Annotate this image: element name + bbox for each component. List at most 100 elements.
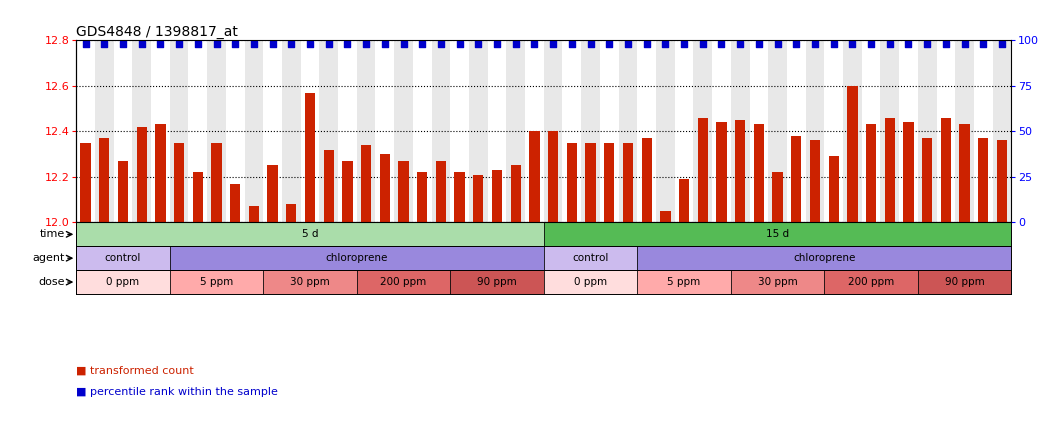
Bar: [731, 270, 824, 294]
Bar: [903, 122, 914, 222]
Bar: [156, 124, 165, 222]
Point: [900, 41, 917, 48]
Bar: [132, 40, 151, 222]
Bar: [80, 143, 91, 222]
Bar: [992, 40, 1011, 222]
Point: [751, 41, 768, 48]
Text: ■ percentile rank within the sample: ■ percentile rank within the sample: [76, 387, 279, 397]
Bar: [137, 127, 147, 222]
Point: [620, 41, 636, 48]
Bar: [398, 161, 409, 222]
Point: [807, 41, 824, 48]
Point: [526, 41, 543, 48]
Bar: [772, 172, 783, 222]
Bar: [506, 40, 525, 222]
Bar: [806, 40, 824, 222]
Bar: [169, 246, 544, 270]
Bar: [604, 143, 614, 222]
Point: [227, 41, 244, 48]
Bar: [698, 118, 707, 222]
Point: [451, 41, 468, 48]
Bar: [249, 206, 259, 222]
Point: [151, 41, 168, 48]
Bar: [320, 40, 338, 222]
Bar: [880, 40, 899, 222]
Point: [563, 41, 580, 48]
Bar: [76, 246, 169, 270]
Bar: [642, 138, 651, 222]
Bar: [118, 161, 128, 222]
Point: [975, 41, 992, 48]
Bar: [491, 170, 502, 222]
Text: 90 ppm: 90 ppm: [945, 277, 985, 287]
Bar: [959, 124, 970, 222]
Text: 15 d: 15 d: [766, 229, 789, 239]
Bar: [843, 40, 862, 222]
Point: [208, 41, 225, 48]
Text: 5 d: 5 d: [302, 229, 319, 239]
Point: [600, 41, 617, 48]
Point: [77, 41, 94, 48]
Bar: [324, 149, 334, 222]
Point: [881, 41, 898, 48]
Bar: [955, 40, 974, 222]
Bar: [100, 138, 109, 222]
Bar: [544, 40, 562, 222]
Text: 30 ppm: 30 ppm: [757, 277, 797, 287]
Text: control: control: [105, 253, 141, 263]
Bar: [544, 246, 638, 270]
Text: 200 ppm: 200 ppm: [380, 277, 427, 287]
Bar: [286, 204, 297, 222]
Point: [246, 41, 263, 48]
Point: [825, 41, 842, 48]
Bar: [581, 40, 599, 222]
Point: [339, 41, 356, 48]
Point: [302, 41, 319, 48]
Bar: [193, 172, 203, 222]
Bar: [169, 270, 264, 294]
Bar: [361, 145, 372, 222]
Text: ■ transformed count: ■ transformed count: [76, 366, 194, 376]
Text: 200 ppm: 200 ppm: [848, 277, 894, 287]
Bar: [623, 143, 633, 222]
Bar: [754, 124, 764, 222]
Bar: [268, 165, 277, 222]
Bar: [473, 175, 484, 222]
Point: [639, 41, 656, 48]
Bar: [282, 40, 301, 222]
Bar: [245, 40, 264, 222]
Bar: [731, 40, 750, 222]
Point: [395, 41, 412, 48]
Bar: [394, 40, 413, 222]
Text: GDS4848 / 1398817_at: GDS4848 / 1398817_at: [76, 25, 238, 39]
Bar: [847, 86, 858, 222]
Text: 0 ppm: 0 ppm: [107, 277, 140, 287]
Text: chloroprene: chloroprene: [793, 253, 856, 263]
Text: 90 ppm: 90 ppm: [478, 277, 517, 287]
Point: [919, 41, 936, 48]
Bar: [735, 120, 746, 222]
Bar: [979, 138, 988, 222]
Text: agent: agent: [33, 253, 65, 263]
Bar: [660, 211, 670, 222]
Text: 5 ppm: 5 ppm: [200, 277, 233, 287]
Point: [414, 41, 431, 48]
Text: 30 ppm: 30 ppm: [290, 277, 330, 287]
Point: [582, 41, 599, 48]
Bar: [810, 140, 820, 222]
Text: dose: dose: [38, 277, 65, 287]
Bar: [454, 172, 465, 222]
Point: [713, 41, 730, 48]
Bar: [884, 118, 895, 222]
Bar: [716, 122, 726, 222]
Bar: [586, 143, 596, 222]
Point: [114, 41, 131, 48]
Bar: [768, 40, 787, 222]
Bar: [791, 136, 802, 222]
Point: [95, 41, 112, 48]
Bar: [679, 179, 689, 222]
Bar: [544, 270, 638, 294]
Text: control: control: [572, 253, 609, 263]
Bar: [208, 40, 226, 222]
Bar: [824, 270, 918, 294]
